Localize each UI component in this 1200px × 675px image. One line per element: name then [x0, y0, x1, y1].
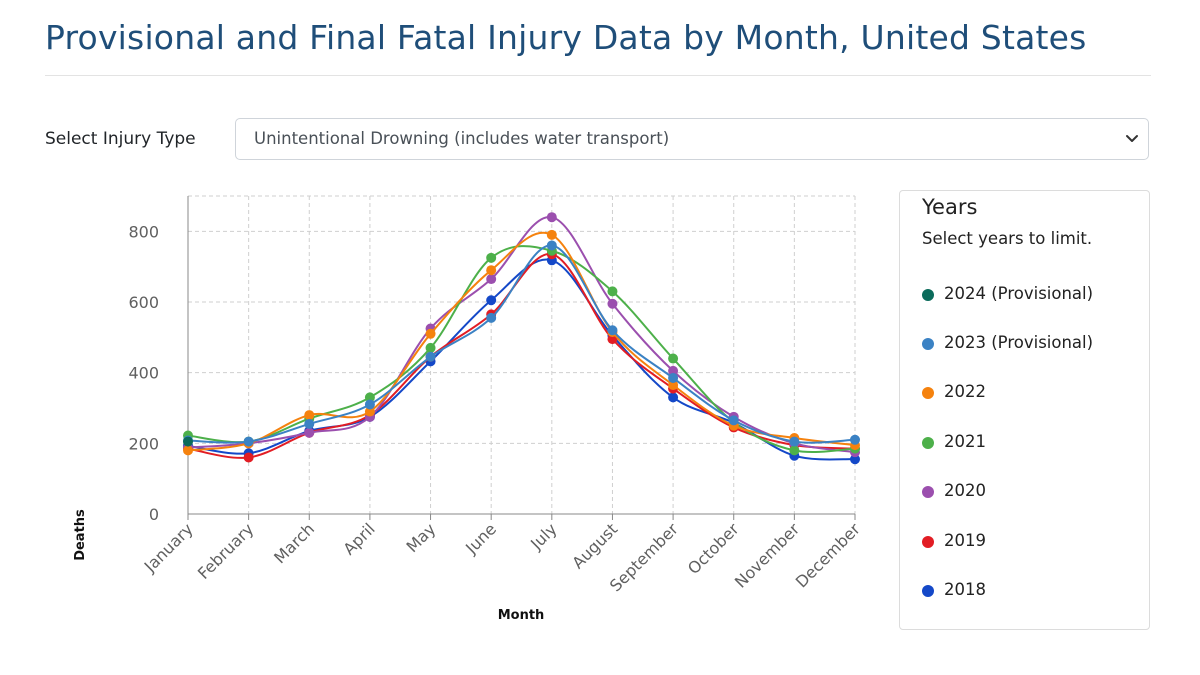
legend-label-2022: 2022 — [944, 382, 986, 401]
legend-dot-2022 — [922, 387, 934, 399]
point-2018-june — [486, 295, 497, 306]
injury-type-label: Select Injury Type — [45, 129, 196, 149]
injury-type-selected-value: Unintentional Drowning (includes water t… — [254, 129, 670, 148]
point-2018-september — [668, 392, 679, 403]
legend-label-2019: 2019 — [944, 531, 986, 550]
legend-label-2020: 2020 — [944, 481, 986, 500]
legend-label-2023: 2023 (Provisional) — [944, 333, 1094, 352]
x-tick-label-january: January — [140, 519, 197, 576]
point-2021-june — [486, 252, 497, 263]
legend-label-2024: 2024 (Provisional) — [944, 284, 1094, 303]
legend-dot-2021 — [922, 437, 934, 449]
chart-series — [183, 212, 860, 465]
chart-axes — [187, 196, 856, 520]
point-2020-july — [546, 212, 557, 223]
point-2022-may — [425, 328, 436, 339]
point-2021-september — [668, 353, 679, 364]
point-2023-february — [243, 436, 254, 447]
x-tick-label-june: June — [461, 519, 500, 558]
point-2022-march — [304, 410, 315, 421]
series-line-2020 — [187, 216, 856, 454]
series-2022 — [183, 229, 860, 456]
legend-label-2018: 2018 — [944, 580, 986, 599]
point-2023-november — [789, 436, 800, 447]
x-tick-label-november: November — [731, 519, 804, 592]
legend-dot-2023 — [922, 338, 934, 350]
chevron-down-icon — [1126, 135, 1138, 142]
series-2020 — [183, 212, 860, 458]
point-2021-may — [425, 342, 436, 353]
point-2022-june — [486, 265, 497, 276]
y-tick-label-0: 0 — [149, 505, 159, 524]
point-2021-april — [364, 392, 375, 403]
point-2023-december — [850, 434, 860, 445]
x-axis-title: Month — [498, 608, 545, 623]
page-title: Provisional and Final Fatal Injury Data … — [45, 18, 1087, 57]
legend-dot-2020 — [922, 486, 934, 498]
point-2022-april — [364, 406, 375, 417]
y-axis-title: Deaths — [73, 509, 88, 561]
legend-label-2021: 2021 — [944, 432, 986, 451]
x-tick-label-july: July — [526, 519, 560, 553]
legend-title: Years — [922, 195, 978, 219]
title-divider — [45, 75, 1151, 76]
x-tick-label-october: October — [684, 519, 743, 578]
legend-dot-2018 — [922, 585, 934, 597]
legend-dot-2019 — [922, 536, 934, 548]
injury-type-select[interactable]: Unintentional Drowning (includes water t… — [235, 118, 1149, 160]
x-tick-label-march: March — [270, 519, 318, 567]
legend-subtitle: Select years to limit. — [922, 229, 1093, 248]
x-tick-label-august: August — [568, 519, 621, 572]
point-2023-april — [364, 399, 375, 410]
x-tick-label-april: April — [339, 519, 378, 558]
point-2020-august — [607, 298, 618, 309]
chart-grid — [188, 195, 856, 514]
point-2023-october — [728, 415, 739, 426]
point-2020-september — [668, 365, 679, 376]
point-2022-january — [183, 445, 193, 456]
point-2022-september — [668, 380, 679, 391]
x-tick-label-may: May — [403, 519, 440, 556]
y-tick-label-200: 200 — [128, 434, 159, 453]
x-tick-label-december: December — [792, 519, 864, 591]
point-2021-november — [789, 445, 800, 456]
point-2023-june — [486, 312, 497, 323]
point-2020-june — [486, 274, 497, 285]
point-2021-august — [607, 286, 618, 297]
point-2023-july — [546, 240, 557, 251]
y-tick-label-600: 600 — [128, 293, 159, 312]
y-tick-label-400: 400 — [128, 364, 159, 383]
point-2019-february — [243, 452, 254, 463]
point-2022-july — [546, 229, 557, 240]
years-legend: Years Select years to limit. 2024 (Provi… — [899, 190, 1150, 630]
legend-dot-2024 — [922, 289, 934, 301]
point-2023-september — [668, 372, 679, 383]
series-2024 — [183, 436, 193, 447]
point-2024-january — [183, 436, 193, 447]
point-2023-may — [425, 351, 436, 362]
point-2018-december — [850, 454, 860, 465]
series-line-2022 — [187, 231, 856, 452]
x-tick-label-february: February — [194, 519, 258, 583]
point-2020-march — [304, 427, 315, 438]
y-tick-label-800: 800 — [128, 222, 159, 241]
point-2023-march — [304, 418, 315, 429]
series-line-2023 — [187, 244, 856, 444]
point-2023-august — [607, 325, 618, 336]
